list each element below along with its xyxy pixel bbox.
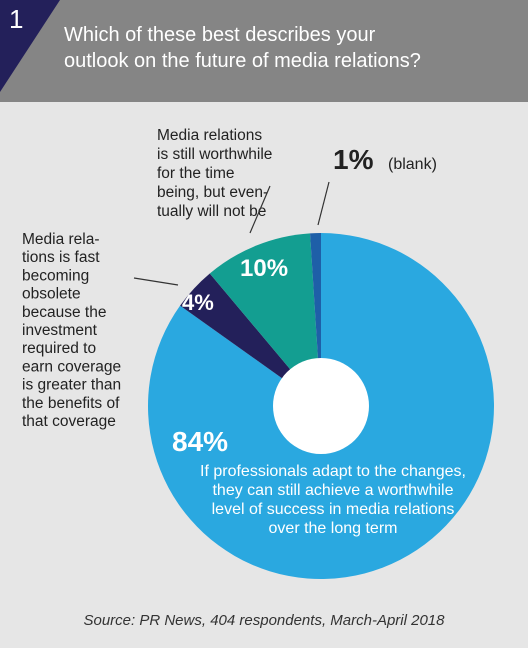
slice-description-obsolete: required to	[22, 340, 96, 357]
slice-description-obsolete: tions is fast	[22, 249, 100, 266]
slice-description-adapt: If professionals adapt to the changes,	[200, 463, 466, 480]
slice-description-obsolete: the benefits of	[22, 395, 120, 412]
slice-description-obsolete: obsolete	[22, 286, 81, 303]
slice-description-not-worthwhile: for the time	[157, 165, 235, 182]
slice-description-adapt: over the long term	[269, 520, 398, 537]
slice-percent-obsolete: 4%	[182, 290, 214, 315]
leader-line-obsolete	[133, 277, 179, 286]
leader-line-blank	[317, 181, 330, 226]
figure-number: 1	[9, 4, 24, 34]
question-title: Which of these best describes your outlo…	[64, 22, 504, 74]
question-line: Which of these best describes your	[64, 24, 376, 46]
slice-percent-not-worthwhile: 10%	[240, 255, 288, 282]
slice-description-obsolete: investment	[22, 322, 98, 339]
slice-description-obsolete: earn coverage	[22, 358, 121, 375]
slice-description-obsolete: Media rela-	[22, 231, 100, 248]
slice-description-adapt: they can still achieve a worthwhile	[212, 482, 453, 499]
slice-description-not-worthwhile: being, but even-	[157, 184, 268, 201]
slice-description-not-worthwhile: Media relations	[157, 127, 262, 144]
donut-hole	[273, 358, 369, 454]
question-header: 1 Which of these best describes your out…	[0, 0, 528, 102]
slice-description-not-worthwhile: tually will not be	[157, 203, 266, 220]
slice-obsolete	[180, 273, 321, 406]
slice-description-not-worthwhile: is still worthwhile	[157, 146, 272, 163]
slice-description-obsolete: because the	[22, 304, 106, 321]
slice-description-obsolete: becoming	[22, 267, 89, 284]
slice-description-blank: (blank)	[388, 156, 437, 173]
leader-line-not-worthwhile	[249, 185, 271, 234]
question-line: outlook on the future of media relations…	[64, 50, 421, 72]
slice-percent-adapt: 84%	[172, 426, 228, 457]
slice-description-obsolete: that coverage	[22, 413, 116, 430]
slice-not_worthwhile	[209, 233, 321, 406]
slice-percent-blank: 1%	[333, 144, 374, 175]
slice-description-obsolete: is greater than	[22, 377, 121, 394]
slice-description-adapt: level of success in media relations	[212, 501, 455, 518]
source-note: Source: PR News, 404 respondents, March-…	[83, 612, 445, 629]
